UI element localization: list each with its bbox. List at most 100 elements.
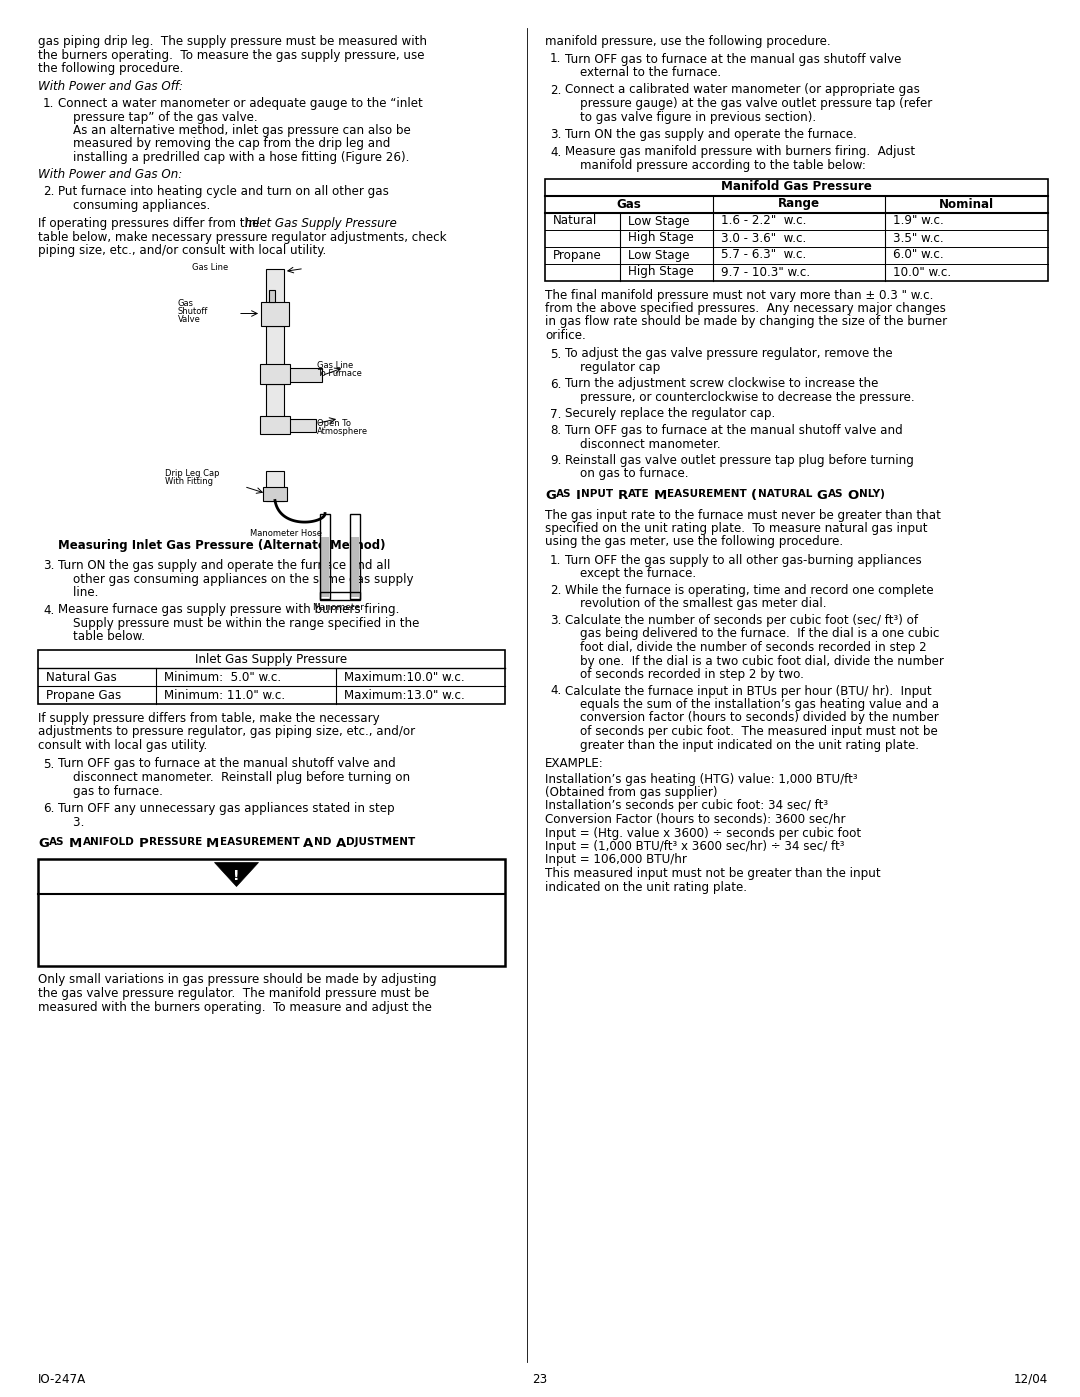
Text: 4.: 4. [550, 145, 562, 158]
Text: While the furnace is operating, time and record one complete: While the furnace is operating, time and… [565, 584, 933, 597]
Text: the burners operating.  To measure the gas supply pressure, use: the burners operating. To measure the ga… [38, 49, 424, 61]
Text: Calculate the number of seconds per cubic foot (sec/ ft³) of: Calculate the number of seconds per cubi… [565, 615, 918, 627]
Text: Minimum:  5.0" w.c.: Minimum: 5.0" w.c. [164, 671, 281, 685]
Text: Securely replace the regulator cap.: Securely replace the regulator cap. [565, 408, 775, 420]
Text: 1.: 1. [550, 53, 562, 66]
Text: Natural Gas: Natural Gas [46, 671, 117, 685]
Text: 1.: 1. [43, 96, 54, 110]
Text: Open To: Open To [318, 419, 351, 427]
Text: manifold pressure, use the following procedure.: manifold pressure, use the following pro… [545, 35, 831, 47]
Text: O PREVENT UNRELIABLE OPERATION OR EQUIPMENT DAMAGE, THE GAS: O PREVENT UNRELIABLE OPERATION OR EQUIPM… [53, 898, 444, 908]
Text: 4.: 4. [550, 685, 562, 697]
Bar [266, 268, 284, 313]
Text: consuming appliances.: consuming appliances. [58, 198, 211, 211]
Bar [266, 326, 284, 380]
Text: consult with local gas utility.: consult with local gas utility. [38, 739, 207, 752]
Text: from the above specified pressures.  Any necessary major changes: from the above specified pressures. Any … [545, 302, 946, 314]
Text: Only small variations in gas pressure should be made by adjusting: Only small variations in gas pressure sh… [38, 974, 436, 986]
Text: 10.0" w.c.: 10.0" w.c. [893, 265, 951, 278]
Text: by one.  If the dial is a two cubic foot dial, divide the number: by one. If the dial is a two cubic foot … [565, 655, 944, 668]
Text: I: I [576, 489, 581, 502]
Text: Conversion Factor (hours to seconds): 3600 sec/hr: Conversion Factor (hours to seconds): 36… [545, 813, 846, 826]
Bar [261, 302, 289, 326]
Text: specified on the unit rating plate.  To measure natural gas input: specified on the unit rating plate. To m… [545, 522, 928, 535]
Text: equals the sum of the installation’s gas heating value and a: equals the sum of the installation’s gas… [565, 698, 940, 711]
Text: Connect a calibrated water manometer (or appropriate gas: Connect a calibrated water manometer (or… [565, 84, 920, 96]
Text: greater than the input indicated on the unit rating plate.: greater than the input indicated on the … [565, 739, 919, 752]
Text: foot dial, divide the number of seconds recorded in step 2: foot dial, divide the number of seconds … [565, 641, 927, 654]
Text: adjustments to pressure regulator, gas piping size, etc., and/or: adjustments to pressure regulator, gas p… [38, 725, 415, 739]
Text: Low Stage: Low Stage [627, 215, 689, 228]
Text: RESSURE: RESSURE [149, 837, 202, 847]
Text: the gas valve pressure regulator.  The manifold pressure must be: the gas valve pressure regulator. The ma… [38, 988, 429, 1000]
Text: Supply pressure must be within the range specified in the: Supply pressure must be within the range… [58, 617, 419, 630]
Text: EXAMPLE:: EXAMPLE: [545, 757, 604, 770]
Text: 3.: 3. [58, 816, 84, 828]
Text: EASUREMENT: EASUREMENT [667, 489, 747, 499]
Text: Turn ON the gas supply and operate the furnace and all: Turn ON the gas supply and operate the f… [58, 559, 390, 571]
Bar [545, 179, 1048, 281]
Text: P: P [138, 837, 148, 849]
Text: Turn OFF gas to furnace at the manual gas shutoff valve: Turn OFF gas to furnace at the manual ga… [565, 53, 902, 66]
Text: Inlet Gas Supply Pressure: Inlet Gas Supply Pressure [245, 217, 396, 231]
Text: Inlet Gas Supply Pressure: Inlet Gas Supply Pressure [195, 652, 348, 666]
Text: on gas to furnace.: on gas to furnace. [565, 468, 689, 481]
Text: 5.: 5. [550, 348, 562, 360]
Text: CAUTION: CAUTION [265, 866, 348, 883]
Text: NPUT: NPUT [581, 489, 613, 499]
Text: installing a predrilled cap with a hose fitting (Figure 26).: installing a predrilled cap with a hose … [58, 151, 409, 163]
Text: If supply pressure differs from table, make the necessary: If supply pressure differs from table, m… [38, 712, 380, 725]
Text: measured with the burners operating.  To measure and adjust the: measured with the burners operating. To … [38, 1000, 432, 1013]
Bar [260, 415, 291, 433]
Text: (: ( [752, 489, 757, 502]
Text: regulator cap: regulator cap [565, 360, 660, 374]
Text: 12/04: 12/04 [1014, 1373, 1048, 1386]
Text: revolution of the smallest gas meter dial.: revolution of the smallest gas meter dia… [565, 598, 826, 610]
Text: Measure gas manifold pressure with burners firing.  Adjust: Measure gas manifold pressure with burne… [565, 145, 915, 158]
Text: Input = (Htg. value x 3600) ÷ seconds per cubic foot: Input = (Htg. value x 3600) ÷ seconds pe… [545, 827, 861, 840]
Text: Turn OFF gas to furnace at the manual shutoff valve and: Turn OFF gas to furnace at the manual sh… [565, 425, 903, 437]
Text: to gas valve figure in previous section).: to gas valve figure in previous section)… [565, 110, 816, 123]
Bar [38, 859, 505, 965]
Text: Input = 106,000 BTU/hr: Input = 106,000 BTU/hr [545, 854, 687, 866]
Text: Turn the adjustment screw clockwise to increase the: Turn the adjustment screw clockwise to i… [565, 377, 878, 391]
Text: Manometer: Manometer [312, 604, 364, 612]
Text: Nominal: Nominal [939, 197, 994, 211]
Polygon shape [215, 862, 258, 887]
Text: orifice.: orifice. [545, 330, 585, 342]
Text: PRESSURE REGULATOR.: PRESSURE REGULATOR. [46, 937, 176, 947]
Text: 3.: 3. [550, 615, 562, 627]
Text: M: M [653, 489, 667, 502]
Text: R: R [618, 489, 627, 502]
Text: AS: AS [50, 837, 65, 847]
Text: Shutoff: Shutoff [178, 306, 208, 316]
Text: the following procedure.: the following procedure. [38, 61, 184, 75]
Text: 9.: 9. [550, 454, 562, 467]
Text: conversion factor (hours to seconds) divided by the number: conversion factor (hours to seconds) div… [565, 711, 939, 725]
Text: gas piping drip leg.  The supply pressure must be measured with: gas piping drip leg. The supply pressure… [38, 35, 427, 47]
Text: M: M [206, 837, 219, 849]
Text: manifold pressure according to the table below:: manifold pressure according to the table… [565, 159, 866, 172]
Bar [320, 591, 360, 599]
Text: Gas: Gas [617, 197, 642, 211]
Text: pressure gauge) at the gas valve outlet pressure tap (refer: pressure gauge) at the gas valve outlet … [565, 96, 932, 110]
Text: M: M [69, 837, 82, 849]
Text: Propane: Propane [553, 249, 602, 261]
Text: 8.: 8. [550, 425, 562, 437]
Text: EASUREMENT: EASUREMENT [219, 837, 299, 847]
Text: High Stage: High Stage [627, 232, 693, 244]
Text: 2.: 2. [550, 584, 562, 597]
Text: Natural: Natural [553, 215, 597, 228]
Text: A: A [336, 837, 346, 849]
Text: A: A [303, 837, 313, 849]
Text: Manifold Gas Pressure: Manifold Gas Pressure [721, 180, 872, 194]
Text: The gas input rate to the furnace must never be greater than that: The gas input rate to the furnace must n… [545, 509, 941, 521]
Text: pressure, or counterclockwise to decrease the pressure.: pressure, or counterclockwise to decreas… [565, 391, 915, 404]
Text: 1.: 1. [550, 555, 562, 567]
Text: Turn OFF the gas supply to all other gas-burning appliances: Turn OFF the gas supply to all other gas… [565, 555, 921, 567]
Text: 3.0 - 3.6"  w.c.: 3.0 - 3.6" w.c. [721, 232, 807, 244]
Text: Propane Gas: Propane Gas [46, 689, 121, 703]
Text: Installation’s gas heating (HTG) value: 1,000 BTU/ft³: Installation’s gas heating (HTG) value: … [545, 773, 858, 785]
Text: 1.9" w.c.: 1.9" w.c. [893, 215, 944, 228]
Text: 7.: 7. [550, 408, 562, 420]
